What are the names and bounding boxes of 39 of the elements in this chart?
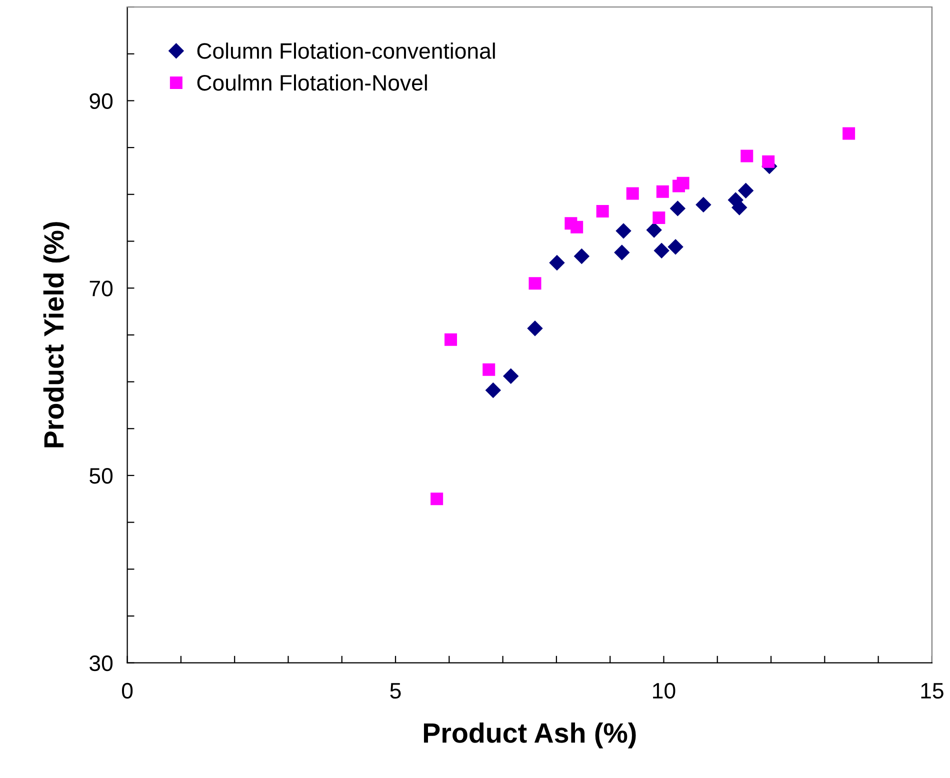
x-tick-label: 0 [122, 682, 133, 699]
point [570, 220, 584, 234]
point [596, 205, 609, 218]
point [738, 183, 754, 198]
point [732, 200, 747, 216]
y-tick-label: 30 [90, 655, 113, 672]
legend-label: Coulmn Flotation-Novel [197, 74, 427, 91]
point [668, 239, 684, 254]
point [574, 248, 590, 264]
point [482, 363, 496, 376]
point [549, 255, 565, 270]
y-axis-title: Product Yield (%) [43, 222, 70, 448]
y-tick-label: 90 [90, 93, 113, 109]
x-tick-label: 15 [921, 683, 944, 699]
point [614, 244, 630, 260]
x-tick-label: 10 [653, 682, 676, 699]
point [430, 492, 444, 506]
point [654, 243, 670, 258]
point [762, 155, 775, 168]
point [626, 187, 639, 200]
point [486, 382, 501, 398]
point [842, 127, 856, 140]
point [527, 320, 543, 336]
point [528, 277, 542, 290]
legend-label: Column Flotation-conventional [197, 42, 495, 59]
y-tick-label: 50 [90, 468, 113, 484]
point [646, 222, 662, 238]
point [503, 368, 518, 384]
point [670, 200, 686, 216]
point [696, 197, 711, 212]
x-tick-label: 5 [390, 683, 401, 699]
point [444, 333, 458, 346]
point [616, 223, 632, 238]
point [656, 185, 669, 198]
x-axis-title: Product Ash (%) [424, 722, 636, 748]
point [652, 212, 666, 224]
y-tick-label: 70 [90, 280, 113, 296]
point [740, 150, 754, 162]
point [676, 176, 690, 190]
